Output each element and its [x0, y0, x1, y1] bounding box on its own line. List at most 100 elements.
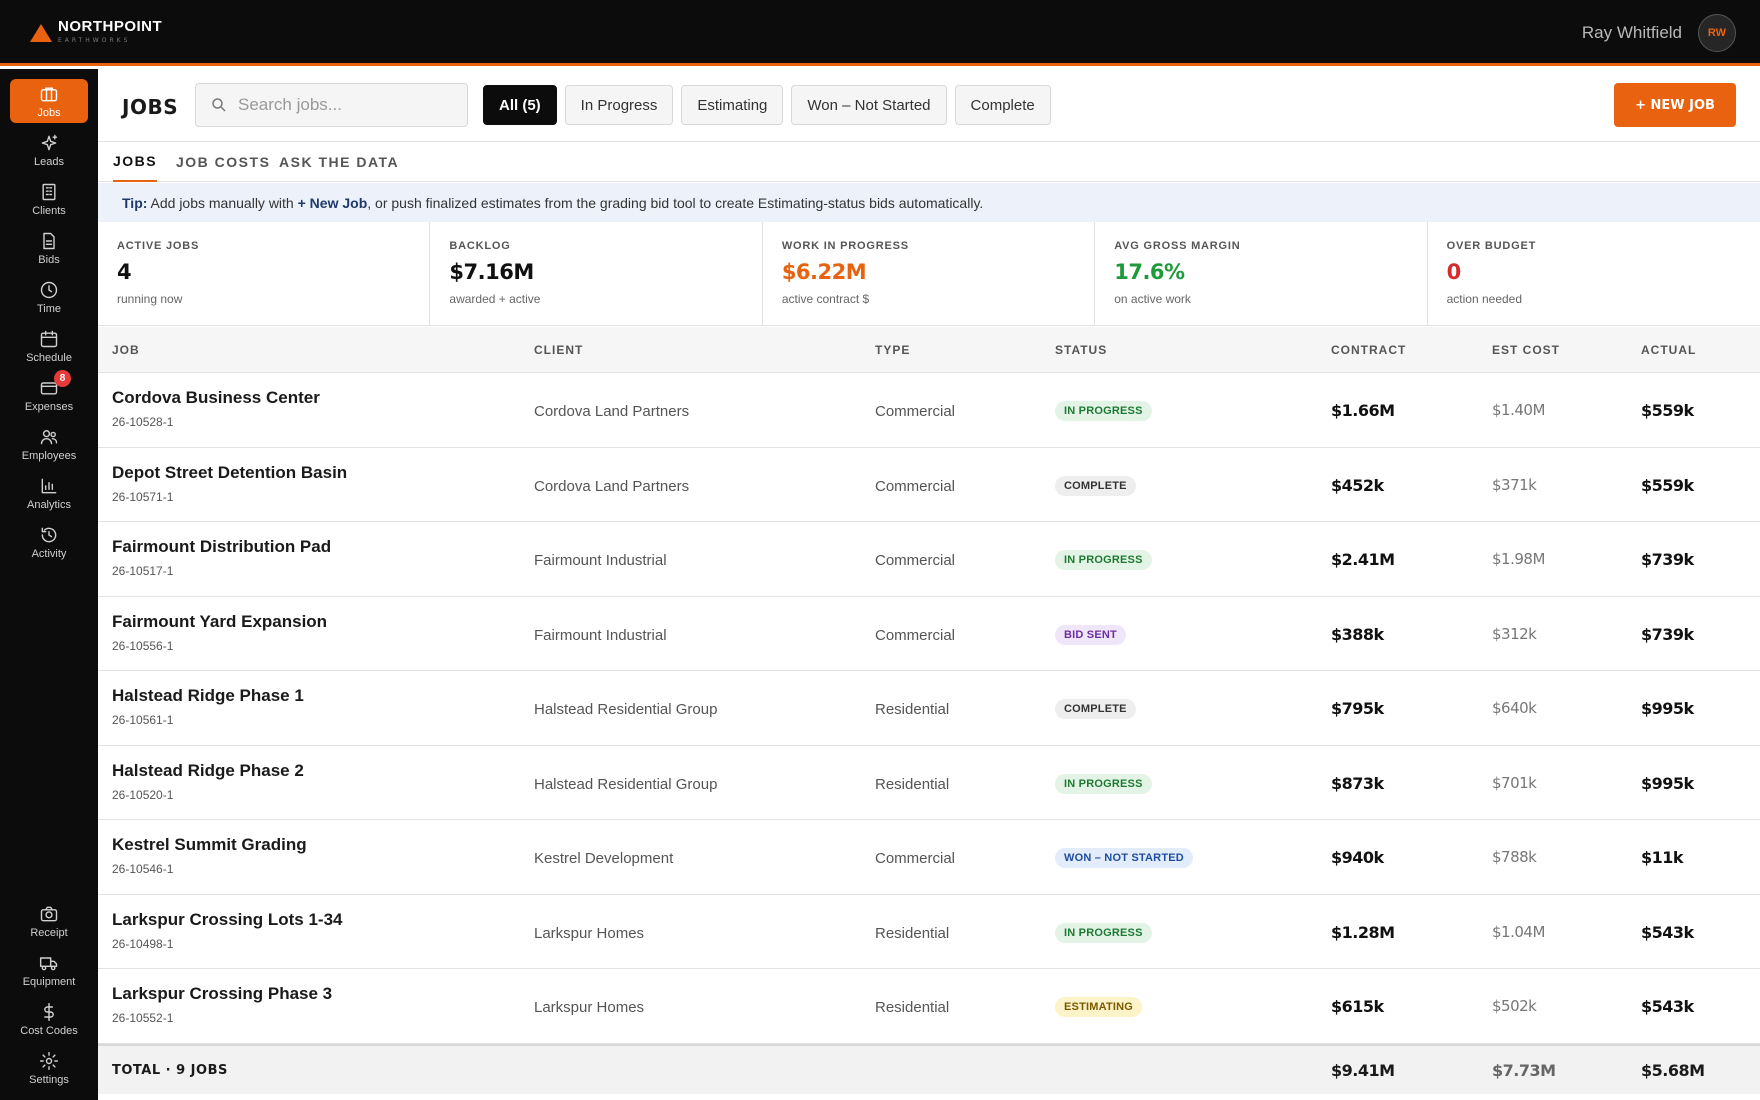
filter-won-not-started[interactable]: Won – Not Started [791, 85, 947, 125]
tab-ask-the-data[interactable]: ASK THE DATA [279, 154, 400, 170]
sidebar-item-activity[interactable]: Activity [10, 520, 88, 564]
sidebar-item-clients[interactable]: Clients [10, 177, 88, 221]
job-name[interactable]: Fairmount Distribution Pad [112, 537, 332, 556]
table-row[interactable]: Halstead Ridge Phase 1 26-10561-1 Halste… [98, 671, 1760, 746]
sidebar-item-settings[interactable]: Settings [10, 1046, 88, 1090]
briefcase-icon [39, 84, 59, 104]
job-number: 26-10498-1 [112, 936, 174, 951]
column-header-type[interactable]: TYPE [875, 343, 911, 357]
job-number: 26-10552-1 [112, 1011, 174, 1025]
kpi-label: AVG GROSS MARGIN [1114, 240, 1241, 252]
document-icon [39, 231, 59, 251]
est-cost-value: $312k [1492, 624, 1537, 643]
brand-logo[interactable]: NORTHPOINT EARTHWORKS [30, 18, 162, 44]
table-row[interactable]: Larkspur Crossing Phase 3 26-10552-1 Lar… [98, 969, 1760, 1044]
sidebar-item-label: Expenses [24, 400, 74, 413]
history-icon [39, 525, 59, 545]
sidebar-item-jobs[interactable]: Jobs [10, 79, 88, 123]
kpi-caption: on active work [1114, 292, 1191, 306]
sidebar-item-cost-codes[interactable]: Cost Codes [10, 997, 88, 1041]
new-job-button[interactable]: + NEW JOB [1614, 83, 1736, 127]
table-row[interactable]: Kestrel Summit Grading 26-10546-1 Kestre… [98, 820, 1760, 895]
kpi-label: BACKLOG [449, 240, 511, 252]
kpi-backlog: BACKLOG $7.16M awarded + active [430, 222, 763, 326]
kpi-label: ACTIVE JOBS [117, 240, 200, 252]
sidebar-item-employees[interactable]: Employees [10, 422, 88, 466]
est-cost-value: $502k [1492, 997, 1537, 1015]
sidebar-item-receipt[interactable]: Receipt [10, 899, 88, 943]
job-name[interactable]: Kestrel Summit Grading [112, 835, 307, 854]
column-header-contract[interactable]: CONTRACT [1331, 343, 1407, 357]
kpi-caption: action needed [1446, 292, 1523, 306]
contract-value: $452k [1331, 475, 1384, 495]
sidebar-item-label: Activity [31, 547, 67, 560]
contract-value: $1.66M [1331, 401, 1395, 420]
logo-triangle-icon [30, 24, 52, 42]
status-badge: IN PROGRESS [1055, 922, 1152, 943]
job-type: Residential [875, 701, 950, 718]
filter-all[interactable]: All (5) [483, 85, 557, 125]
job-type: Commercial [875, 626, 956, 644]
job-name[interactable]: Cordova Business Center [112, 388, 320, 407]
sidebar-item-bids[interactable]: Bids [10, 226, 88, 270]
contract-value: $388k [1331, 624, 1384, 644]
filter-complete[interactable]: Complete [954, 85, 1051, 125]
job-number: 26-10556-1 [112, 638, 174, 653]
sidebar-item-schedule[interactable]: Schedule [10, 324, 88, 368]
table-row[interactable]: Halstead Ridge Phase 2 26-10520-1 Halste… [98, 746, 1760, 820]
job-name[interactable]: Fairmount Yard Expansion [112, 611, 328, 631]
user-menu[interactable]: Ray Whitfield RW [1582, 14, 1736, 52]
column-header-client[interactable]: CLIENT [534, 343, 584, 357]
sidebar-item-label: Cost Codes [20, 1024, 78, 1037]
table-row[interactable]: Depot Street Detention Basin 26-10571-1 … [98, 448, 1760, 522]
est-cost-value: $701k [1492, 773, 1537, 792]
table-row[interactable]: Larkspur Crossing Lots 1-34 26-10498-1 L… [98, 895, 1760, 969]
job-name[interactable]: Larkspur Crossing Phase 3 [112, 984, 333, 1003]
column-header-status[interactable]: STATUS [1055, 343, 1108, 357]
tip-text-2: , or push finalized estimates from the g… [367, 194, 984, 211]
kpi-value: 4 [117, 260, 132, 284]
total-actual: $5.68M [1641, 1060, 1705, 1080]
sidebar-item-label: Receipt [30, 926, 68, 939]
sidebar-item-time[interactable]: Time [10, 275, 88, 319]
job-name[interactable]: Depot Street Detention Basin [112, 462, 348, 482]
sidebar-item-label: Schedule [26, 351, 72, 364]
column-header-job[interactable]: JOB [112, 343, 140, 357]
table-row[interactable]: Fairmount Distribution Pad 26-10517-1 Fa… [98, 522, 1760, 597]
job-name[interactable]: Larkspur Crossing Lots 1-34 [112, 909, 343, 929]
tip-new-job-link[interactable]: + New Job [297, 194, 368, 211]
kpi-strip: ACTIVE JOBS 4 running now BACKLOG $7.16M… [98, 222, 1760, 326]
contract-value: $940k [1331, 848, 1384, 867]
people-icon [39, 427, 59, 447]
avatar[interactable]: RW [1698, 14, 1736, 52]
search-input[interactable] [238, 95, 458, 115]
filter-in-progress[interactable]: In Progress [564, 85, 674, 125]
client-name: Kestrel Development [534, 850, 674, 867]
kpi-caption: active contract $ [781, 292, 870, 306]
truck-icon [39, 953, 59, 973]
sidebar-item-leads[interactable]: Leads [10, 128, 88, 172]
kpi-label: WORK IN PROGRESS [781, 240, 909, 252]
tab-job-costs[interactable]: JOB COSTS [176, 154, 271, 170]
client-name: Larkspur Homes [534, 999, 645, 1016]
job-name[interactable]: Halstead Ridge Phase 2 [112, 760, 304, 780]
kpi-label: OVER BUDGET [1446, 240, 1537, 252]
filter-estimating[interactable]: Estimating [681, 85, 784, 125]
sidebar-item-expenses[interactable]: 8 Expenses [10, 370, 88, 417]
actual-value: $739k [1641, 624, 1694, 644]
table-row[interactable]: Fairmount Yard Expansion 26-10556-1 Fair… [98, 597, 1760, 671]
table-row[interactable]: Cordova Business Center 26-10528-1 Cordo… [98, 373, 1760, 448]
client-name: Fairmount Industrial [534, 552, 667, 569]
sidebar-item-equipment[interactable]: Equipment [10, 948, 88, 992]
job-name[interactable]: Halstead Ridge Phase 1 [112, 686, 304, 705]
sidebar-item-label: Time [36, 302, 62, 315]
expenses-count-badge: 8 [54, 370, 71, 387]
column-header-actual[interactable]: ACTUAL [1641, 343, 1697, 357]
search-box[interactable] [195, 83, 468, 127]
status-badge: COMPLETE [1055, 699, 1136, 719]
contract-value: $795k [1331, 699, 1384, 718]
tab-jobs[interactable]: JOBS [113, 142, 158, 182]
column-header-est-cost[interactable]: EST COST [1492, 343, 1561, 357]
brand-name: NORTHPOINT [58, 18, 163, 35]
sidebar-item-analytics[interactable]: Analytics [10, 471, 88, 515]
